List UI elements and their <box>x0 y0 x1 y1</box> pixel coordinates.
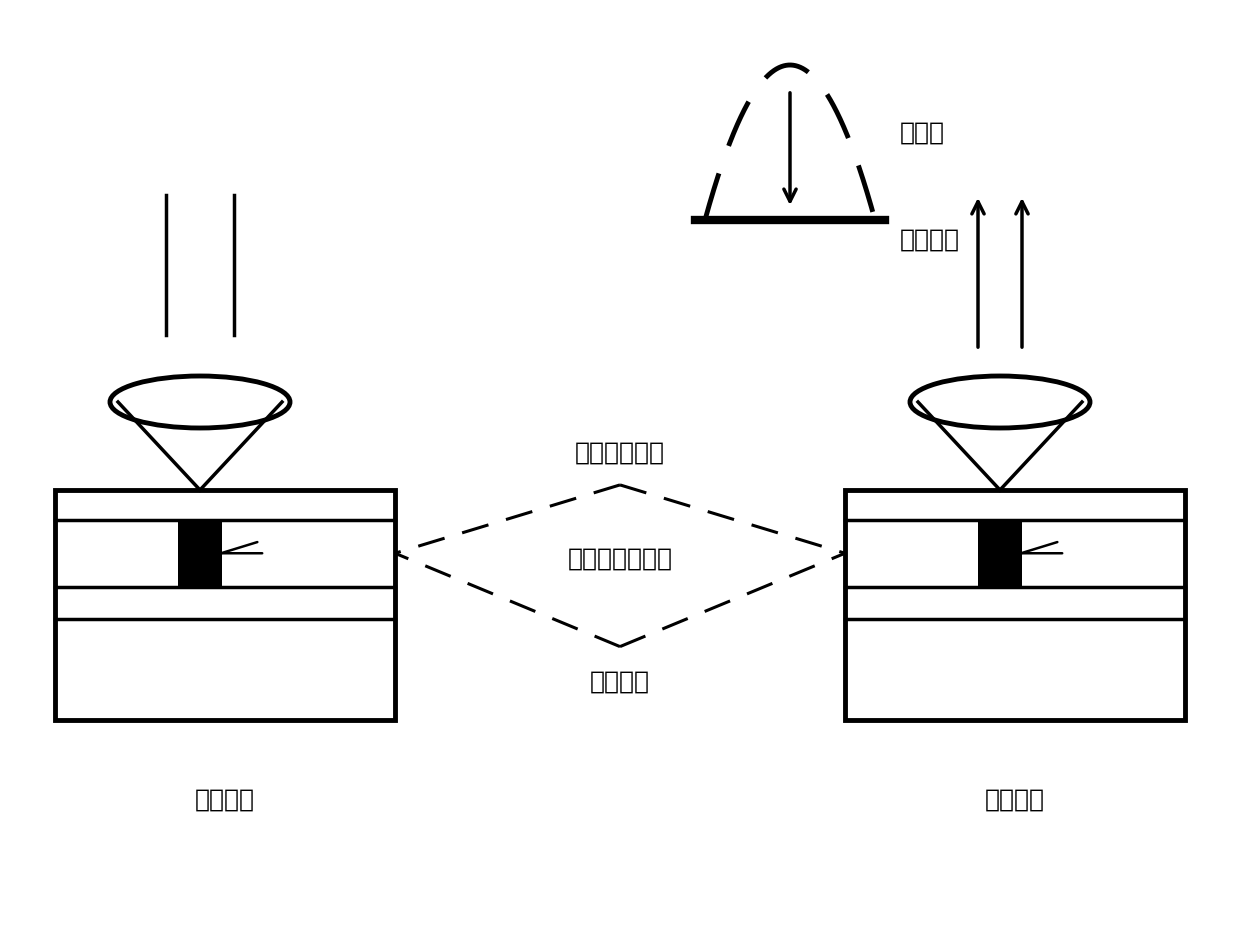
Text: 写入过程: 写入过程 <box>195 788 255 812</box>
Ellipse shape <box>110 376 290 428</box>
Bar <box>179 520 222 587</box>
Text: 非晶态记录点: 非晶态记录点 <box>575 441 665 464</box>
Text: 读出过程: 读出过程 <box>985 788 1045 812</box>
Text: 荧光相变记录层: 荧光相变记录层 <box>568 546 672 570</box>
Bar <box>978 520 1022 587</box>
Ellipse shape <box>910 376 1090 428</box>
Bar <box>55 490 396 720</box>
Text: 荧光态: 荧光态 <box>900 120 945 145</box>
Text: 非荧光态: 非荧光态 <box>900 228 960 252</box>
Text: 晶态基底: 晶态基底 <box>590 670 650 693</box>
Bar <box>844 490 1185 720</box>
